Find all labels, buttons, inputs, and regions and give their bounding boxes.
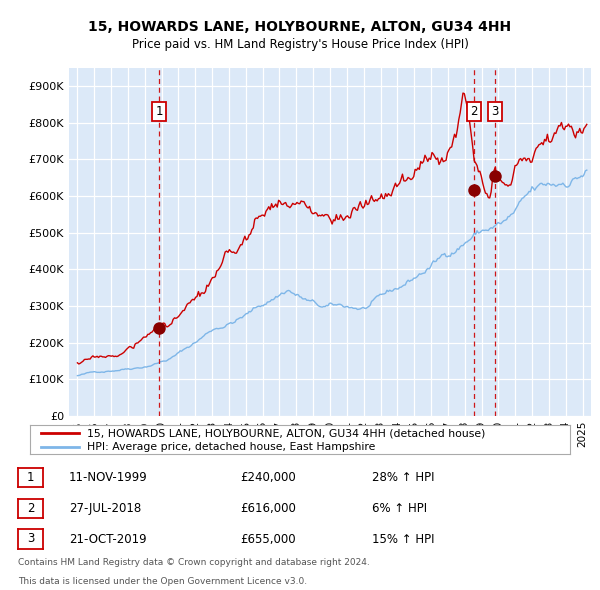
Text: 27-JUL-2018: 27-JUL-2018	[69, 502, 141, 515]
Text: 3: 3	[491, 105, 499, 118]
Text: 2: 2	[27, 502, 34, 515]
Text: 21-OCT-2019: 21-OCT-2019	[69, 533, 146, 546]
Text: 15, HOWARDS LANE, HOLYBOURNE, ALTON, GU34 4HH (detached house): 15, HOWARDS LANE, HOLYBOURNE, ALTON, GU3…	[86, 428, 485, 438]
Text: 6% ↑ HPI: 6% ↑ HPI	[372, 502, 427, 515]
Text: 11-NOV-1999: 11-NOV-1999	[69, 471, 148, 484]
Text: 15% ↑ HPI: 15% ↑ HPI	[372, 533, 434, 546]
Text: Price paid vs. HM Land Registry's House Price Index (HPI): Price paid vs. HM Land Registry's House …	[131, 38, 469, 51]
Text: This data is licensed under the Open Government Licence v3.0.: This data is licensed under the Open Gov…	[18, 577, 307, 586]
Text: Contains HM Land Registry data © Crown copyright and database right 2024.: Contains HM Land Registry data © Crown c…	[18, 558, 370, 567]
Text: £655,000: £655,000	[240, 533, 296, 546]
Text: 1: 1	[155, 105, 163, 118]
Text: £240,000: £240,000	[240, 471, 296, 484]
Text: 1: 1	[27, 471, 34, 484]
Text: 28% ↑ HPI: 28% ↑ HPI	[372, 471, 434, 484]
Text: 15, HOWARDS LANE, HOLYBOURNE, ALTON, GU34 4HH: 15, HOWARDS LANE, HOLYBOURNE, ALTON, GU3…	[88, 19, 512, 34]
Text: HPI: Average price, detached house, East Hampshire: HPI: Average price, detached house, East…	[86, 442, 375, 452]
Text: £616,000: £616,000	[240, 502, 296, 515]
Text: 2: 2	[470, 105, 478, 118]
Text: 3: 3	[27, 532, 34, 546]
